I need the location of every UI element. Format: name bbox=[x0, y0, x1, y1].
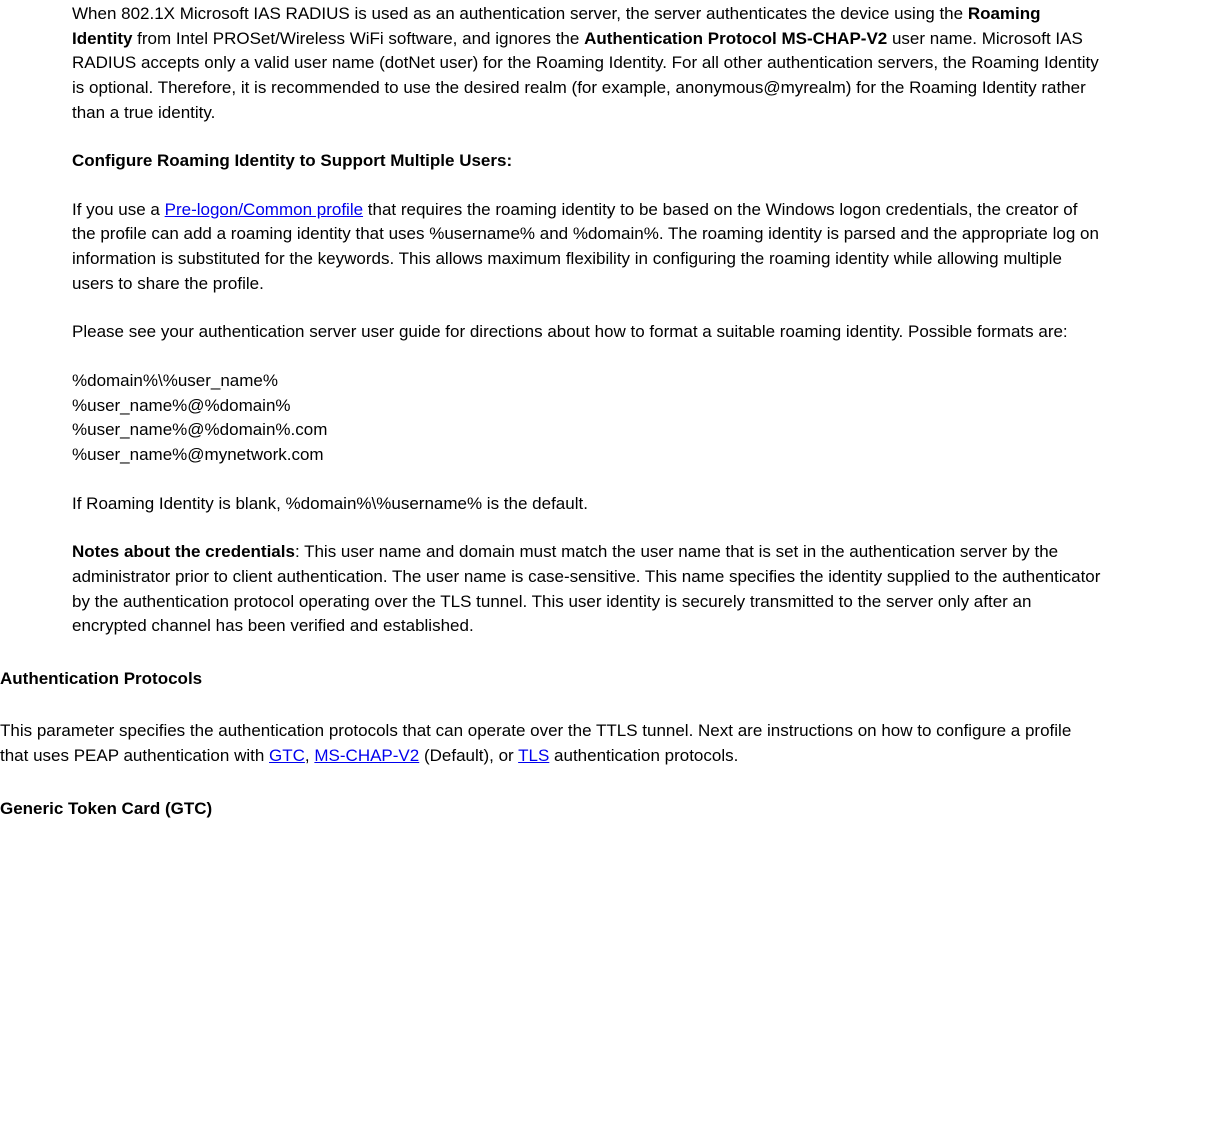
default-paragraph: If Roaming Identity is blank, %domain%\%… bbox=[72, 492, 1104, 517]
gtc-link[interactable]: GTC bbox=[269, 746, 305, 765]
auth-protocols-heading: Authentication Protocols bbox=[0, 667, 1104, 692]
gtc-heading: Generic Token Card (GTC) bbox=[0, 797, 1104, 822]
intro-paragraph: When 802.1X Microsoft IAS RADIUS is used… bbox=[72, 2, 1104, 125]
para1-mid1: from Intel PROSet/Wireless WiFi software… bbox=[132, 29, 584, 48]
format-line-4: %user_name%@mynetwork.com bbox=[72, 443, 1104, 468]
format-line-2: %user_name%@%domain% bbox=[72, 394, 1104, 419]
auth-protocols-paragraph: This parameter specifies the authenticat… bbox=[0, 719, 1104, 768]
para2-prefix: If you use a bbox=[72, 200, 165, 219]
format-list: %domain%\%user_name% %user_name%@%domain… bbox=[72, 369, 1104, 468]
para6-suffix: authentication protocols. bbox=[549, 746, 738, 765]
prelogon-link[interactable]: Pre-logon/Common profile bbox=[165, 200, 363, 219]
configure-roaming-heading: Configure Roaming Identity to Support Mu… bbox=[72, 149, 1104, 174]
format-line-1: %domain%\%user_name% bbox=[72, 369, 1104, 394]
para1-bold2: Authentication Protocol MS-CHAP-V2 bbox=[584, 29, 887, 48]
para1-prefix: When 802.1X Microsoft IAS RADIUS is used… bbox=[72, 4, 968, 23]
para5-bold: Notes about the credentials bbox=[72, 542, 295, 561]
para6-mid2: (Default), or bbox=[419, 746, 518, 765]
formats-intro-paragraph: Please see your authentication server us… bbox=[72, 320, 1104, 345]
format-line-3: %user_name%@%domain%.com bbox=[72, 418, 1104, 443]
para6-mid1: , bbox=[305, 746, 314, 765]
tls-link[interactable]: TLS bbox=[518, 746, 549, 765]
mschapv2-link[interactable]: MS-CHAP-V2 bbox=[314, 746, 419, 765]
credentials-notes-paragraph: Notes about the credentials: This user n… bbox=[72, 540, 1104, 639]
roaming-description-paragraph: If you use a Pre-logon/Common profile th… bbox=[72, 198, 1104, 297]
